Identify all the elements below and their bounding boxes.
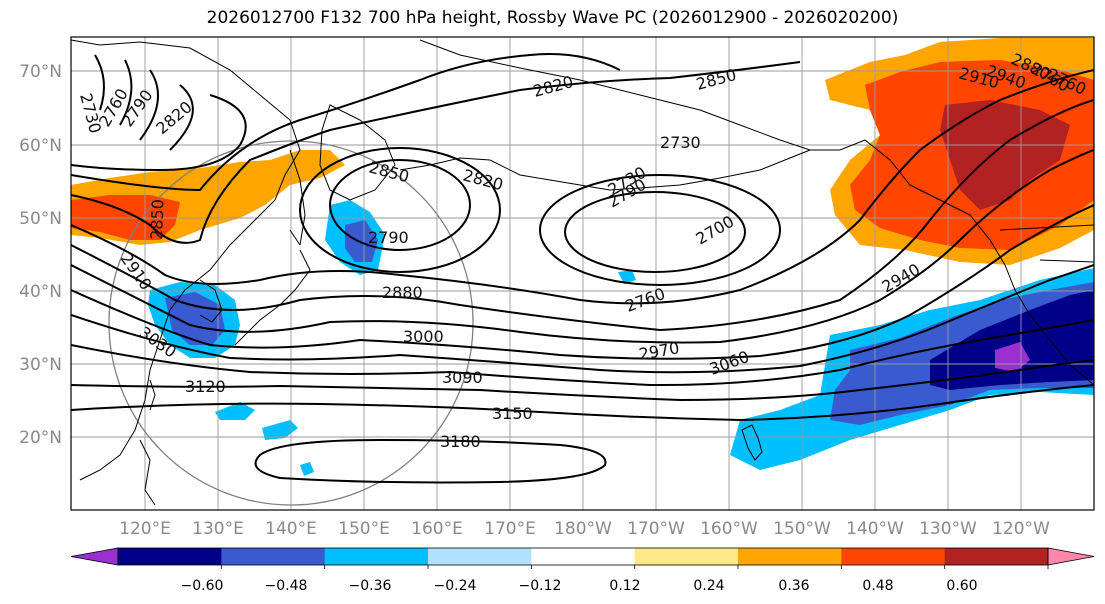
colorbar-tick-label: 0.12 <box>609 578 640 594</box>
contour-label: 2730 <box>660 133 701 152</box>
colorbar-swatch <box>634 548 739 565</box>
graticule <box>71 37 1094 510</box>
lon-label: 130°W <box>919 519 977 539</box>
colorbar-swatch <box>428 548 532 565</box>
lon-label: 180°W <box>554 519 612 539</box>
longitude-labels: 120°E 130°E 140°E 150°E 160°E 170°E 180°… <box>119 519 1050 539</box>
contour-label: 3150 <box>492 404 533 423</box>
lat-label: 50°N <box>19 209 62 229</box>
positive-anomaly-shading <box>71 38 1094 265</box>
colorbar-tick-label: −0.48 <box>265 578 308 594</box>
contour-label: 2850 <box>147 199 167 240</box>
contour-label: 3090 <box>442 368 483 387</box>
lon-label: 130°E <box>192 519 244 539</box>
colorbar-extend-low <box>70 547 119 566</box>
lat-label: 70°N <box>19 62 62 82</box>
colorbar-tick-label: 0.24 <box>693 578 724 594</box>
colorbar-tick-label: 0.48 <box>862 578 893 594</box>
contour-label: 2880 <box>382 283 423 302</box>
map-title: 2026012700 F132 700 hPa height, Rossby W… <box>206 8 899 28</box>
colorbar-swatch <box>531 548 636 565</box>
lat-label: 60°N <box>19 136 62 156</box>
colorbar-tick-label: −0.36 <box>349 578 392 594</box>
colorbar: −0.60 −0.48 −0.36 −0.24 −0.12 0.12 0.24 … <box>70 547 1095 594</box>
lat-label: 30°N <box>19 355 62 375</box>
height-contours <box>71 53 1094 484</box>
contour-label: 3180 <box>440 432 481 451</box>
lon-label: 120°W <box>992 519 1050 539</box>
lat-label: 20°N <box>19 428 62 448</box>
lon-label: 170°E <box>484 519 536 539</box>
colorbar-tick-label: −0.12 <box>519 578 562 594</box>
colorbar-swatch <box>221 548 326 565</box>
colorbar-tick-label: 0.60 <box>946 578 977 594</box>
colorbar-swatch <box>841 548 946 565</box>
lon-label: 160°E <box>411 519 463 539</box>
lat-label: 40°N <box>19 282 62 302</box>
contour-label: 3000 <box>403 327 444 346</box>
latitude-labels: 70°N 60°N 50°N 40°N 30°N 20°N <box>19 62 62 448</box>
colorbar-tick-label: −0.60 <box>181 578 224 594</box>
lon-label: 170°W <box>627 519 685 539</box>
colorbar-swatch <box>944 548 1049 565</box>
reference-circle <box>108 140 474 506</box>
colorbar-extend-high <box>1047 547 1095 566</box>
lon-label: 140°W <box>846 519 904 539</box>
colorbar-swatch <box>324 548 429 565</box>
lon-label: 150°E <box>338 519 390 539</box>
lon-label: 150°W <box>773 519 831 539</box>
lon-label: 120°E <box>119 519 171 539</box>
colorbar-tick-label: −0.24 <box>434 578 477 594</box>
contour-label: 2790 <box>368 228 409 247</box>
lon-label: 140°E <box>265 519 317 539</box>
lon-label: 160°W <box>700 519 758 539</box>
colorbar-swatch <box>118 548 222 565</box>
colorbar-swatch <box>738 548 842 565</box>
map-panel: 2730 2760 2790 2820 2850 2880 2910 2940 … <box>71 37 1094 510</box>
colorbar-frame <box>117 547 1049 566</box>
colorbar-tick-label: 0.36 <box>778 578 809 594</box>
contour-label: 3120 <box>185 377 226 396</box>
negative-anomaly-shading <box>148 200 1094 476</box>
map-frame <box>70 36 1095 511</box>
